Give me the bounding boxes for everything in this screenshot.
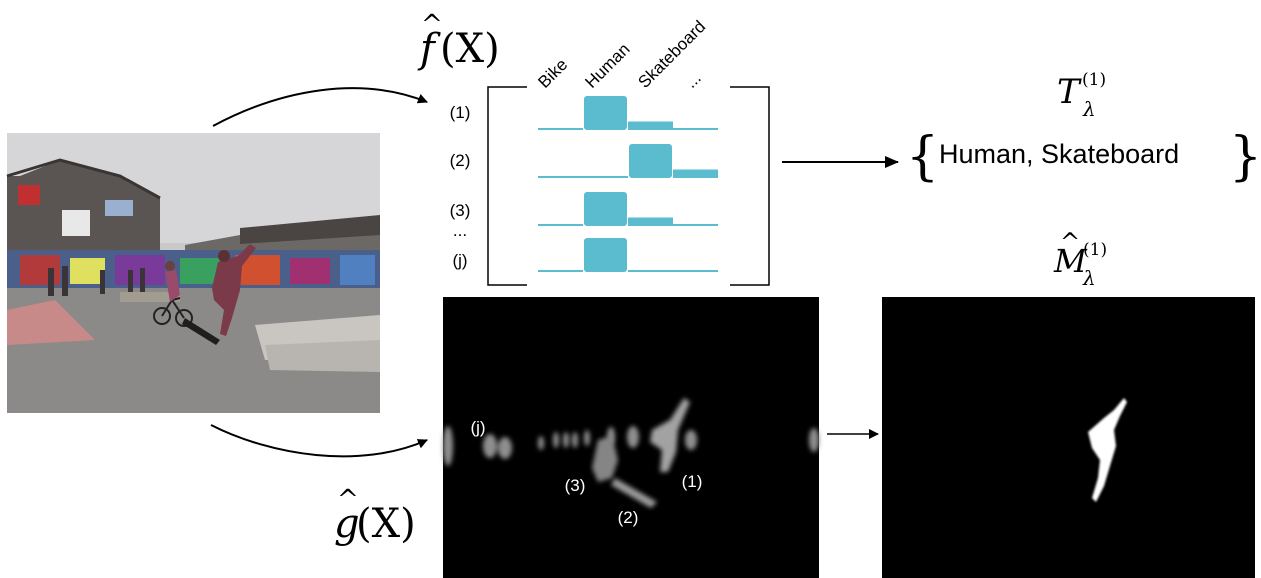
f-hat-label: f ^ (X) <box>417 10 500 72</box>
score-bar <box>628 270 673 272</box>
threshold-label: T λ (1) <box>1057 70 1106 121</box>
score-bars <box>538 96 718 272</box>
score-bar <box>673 224 718 226</box>
score-bar <box>538 270 583 272</box>
score-bar <box>629 144 672 178</box>
score-bar <box>584 96 627 130</box>
category-label-bike: Bike <box>534 55 571 92</box>
svg-text:^: ^ <box>1060 228 1080 256</box>
set-contents: Human, Skateboard <box>939 139 1179 169</box>
svg-text:(X): (X) <box>356 501 416 547</box>
score-bar <box>538 224 583 226</box>
arrow-to-classifier <box>212 87 428 127</box>
score-bar <box>673 128 718 130</box>
category-label-more: ... <box>681 68 704 91</box>
g-hat-label: g ^ (X) <box>334 485 416 547</box>
score-bar <box>538 176 583 178</box>
score-bar <box>584 238 627 272</box>
mask-label: M ^ λ (1) <box>1053 228 1107 290</box>
score-bar <box>538 128 583 130</box>
svg-text:^: ^ <box>421 10 443 40</box>
set-close-brace: } <box>1229 127 1261 187</box>
score-bar <box>628 121 673 130</box>
svg-text:(X): (X) <box>440 26 500 72</box>
svg-text:g: g <box>334 501 360 547</box>
svg-text:(1): (1) <box>1082 70 1106 90</box>
mask-label-1: (1) <box>682 472 703 491</box>
row-label: (2) <box>450 151 471 170</box>
svg-text:^: ^ <box>337 485 359 515</box>
category-label-human: Human <box>581 40 633 92</box>
arrow-to-mask-predictor <box>210 424 428 458</box>
row-label: (1) <box>450 103 471 122</box>
svg-text:(1): (1) <box>1083 240 1107 260</box>
mask-label-3: (3) <box>565 476 586 495</box>
predicted-masks-panel: (j) (3) (2) (1) <box>443 297 819 578</box>
matrix-right-bracket <box>730 86 770 286</box>
score-bar <box>628 217 673 226</box>
input-photo <box>6 133 380 413</box>
matrix-left-bracket <box>487 86 527 286</box>
result-set: { Human, Skateboard } <box>906 127 1261 187</box>
svg-text:λ: λ <box>1082 97 1096 121</box>
row-labels: (1) (2) (3) ... (j) <box>450 103 471 270</box>
score-bar <box>584 192 627 226</box>
category-labels: Bike Human Skateboard ... <box>534 17 709 92</box>
row-label: (j) <box>452 251 467 270</box>
svg-text:λ: λ <box>1082 266 1096 290</box>
score-bar <box>673 270 718 272</box>
final-mask-panel <box>882 297 1255 578</box>
svg-text:M: M <box>1053 242 1088 280</box>
svg-text:T: T <box>1057 72 1082 112</box>
mask-label-2: (2) <box>618 508 639 527</box>
row-label: ... <box>453 221 467 240</box>
row-label: (3) <box>450 201 471 220</box>
mask-label-j: (j) <box>470 418 485 437</box>
score-bar <box>673 169 718 178</box>
score-bar <box>583 176 628 178</box>
set-open-brace: { <box>906 127 939 187</box>
